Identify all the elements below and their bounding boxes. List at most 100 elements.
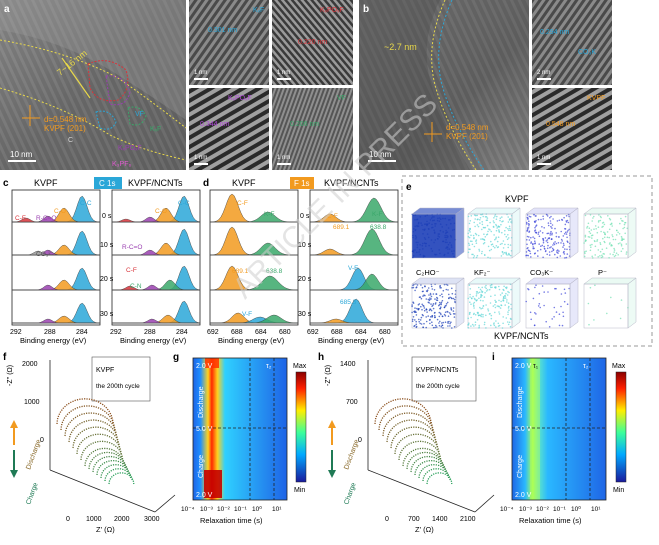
panel-g-tau: τ₂ — [266, 363, 272, 370]
panel-a-inset-4-spacing: 0.206 nm — [290, 121, 319, 128]
panel-h-charge: Charge — [343, 482, 357, 506]
panel-a-scale: 10 nm — [10, 150, 33, 159]
panel-d-xtick: 684 — [255, 329, 267, 336]
panel-c-time: 10 s — [100, 242, 114, 249]
xps-peak — [12, 268, 100, 290]
panel-c-peak-label: C-C — [80, 200, 92, 207]
panel-a-letter: a — [4, 4, 10, 15]
panel-g-xtick: 10⁻⁴ — [181, 506, 195, 513]
panel-f-ytick: 2000 — [22, 361, 38, 368]
panel-a-inset-2-scale: 1 nm — [277, 70, 290, 76]
panel-c-badge-text: C 1s — [99, 179, 115, 188]
panel-a-inset-3-spacing: 0.344 nm — [200, 121, 229, 128]
xps-peak — [112, 301, 200, 323]
panel-g-discharge: Discharge — [198, 386, 205, 418]
panel-b-inset-2-scale: 1 nm — [537, 155, 550, 161]
panel-b-letter: b — [363, 4, 369, 15]
panel-g-vbot: 2.0 V — [196, 492, 213, 499]
panel-d-xtick: 688 — [331, 329, 343, 336]
panel-c-xlabel: Binding energy (eV) — [120, 336, 187, 345]
nyquist-arc — [383, 413, 434, 436]
panel-f-xaxis: Z' (Ω) — [96, 525, 115, 534]
panel-b-plane: KVPF (201) — [446, 132, 488, 141]
panel-g-xlabel: Relaxation time (s) — [200, 516, 263, 525]
panel-g-cmax: Max — [293, 363, 307, 370]
panel-i-cmin: Min — [613, 487, 624, 494]
panel-i: i 2.0 V 5.0 V 2.0 V τ₁ τ₂ Discharge Char… — [492, 352, 626, 525]
panel-b-inset-2-scalebar — [537, 163, 551, 165]
panel-e-letter: e — [406, 182, 412, 193]
panel-d-xtick: 692 — [207, 329, 219, 336]
panel-e-species: P⁻ — [598, 268, 607, 277]
figure: 7~16 nm d=0.548 nm KVPF (201) VF KₓF KₓP… — [0, 0, 659, 545]
panel-h-title: KVPF/NCNTs — [416, 367, 459, 374]
panel-h-xaxis-line — [368, 470, 475, 512]
xps-peak — [12, 303, 100, 323]
xps-peak — [112, 229, 200, 255]
nyquist-arc — [69, 420, 118, 442]
panel-d-peak-label: K-F — [264, 211, 275, 218]
panel-d-xtick: 684 — [355, 329, 367, 336]
panel-i-vbot: 2.0 V — [515, 492, 532, 499]
panel-d-badge-text: F 1s — [294, 179, 310, 188]
panel-g-vtop: 2.0 V — [196, 363, 213, 370]
panel-e-top-title: KVPF — [505, 194, 529, 204]
panel-g-xtick: 10⁻¹ — [234, 506, 248, 513]
panel-c-peak-label: C-O — [155, 208, 167, 215]
nyquist-arc — [65, 413, 116, 436]
panel-f-legend-box — [92, 357, 150, 401]
panel-h-legend-box — [412, 357, 476, 401]
tof-sims-cube — [467, 208, 520, 259]
panel-d: d KVPF F 1s KVPF/NCNTs 0 s 10 s 20 s 30 … — [203, 177, 398, 345]
panel-a-inset-1-scale: 1 nm — [194, 70, 207, 76]
tof-sims-cube — [411, 278, 464, 329]
panel-f-yaxis: -Z'' (Ω) — [7, 365, 14, 386]
panel-c-left-title: KVPF — [34, 178, 58, 188]
panel-i-cmax: Max — [612, 363, 626, 370]
panel-d-xtick: 680 — [379, 329, 391, 336]
panel-c: c KVPF C 1s KVPF/NCNTs 0 s 10 s 20 s 30 … — [3, 177, 200, 345]
panel-b-inset-1-tag: CO₃K — [578, 49, 596, 56]
tof-sims-cube — [583, 208, 636, 259]
panel-f-subtitle: the 200th cycle — [96, 383, 140, 390]
panel-a-lattice: d=0.548 nm — [44, 115, 87, 124]
panel-a-inset-2-scalebar — [277, 78, 291, 80]
panel-b-thickness: ~2.7 nm — [384, 42, 417, 52]
panel-f-discharge: Discharge — [25, 439, 42, 471]
panel-i-charge: Charge — [517, 455, 524, 478]
panel-f-discharge-arrow — [10, 420, 18, 445]
panel-i-tau2: τ₂ — [583, 363, 589, 370]
panel-g-xtick: 10⁻² — [217, 506, 231, 513]
panel-a-region-label: KₓPOₓF — [118, 145, 142, 152]
panel-f-title: KVPF — [96, 367, 114, 374]
panel-f-xtick: 1000 — [86, 516, 102, 523]
panel-a: 7~16 nm d=0.548 nm KVPF (201) VF KₓF KₓP… — [0, 0, 353, 170]
panel-d-peak-label: 689.1 — [333, 224, 350, 231]
panel-i-tau1-band — [530, 358, 540, 500]
panel-d-peak-label: V-F — [348, 265, 358, 272]
panel-h-nyquist-curves — [375, 399, 452, 484]
panel-a-region-label: KₓF — [150, 126, 161, 133]
panel-c-xtick: 288 — [44, 329, 56, 336]
panel-i-letter: i — [492, 352, 495, 363]
panel-c-peak-label: C-F — [126, 267, 137, 274]
panel-h-xtick: 700 — [408, 516, 420, 523]
panel-f-xtick: 0 — [66, 516, 70, 523]
panel-d-peak-label: C-F — [237, 200, 248, 207]
panel-c-peak-label: C-F — [15, 215, 26, 222]
panel-c-xtick: 292 — [10, 329, 22, 336]
panel-f-letter: f — [3, 352, 7, 363]
panel-a-inset-4-scalebar — [277, 163, 291, 165]
panel-h-discharge-arrow — [328, 420, 336, 445]
panel-a-inset-4-tag: VF — [337, 95, 346, 102]
panel-f-nyquist-curves — [57, 399, 134, 484]
panel-h-letter: h — [318, 352, 324, 363]
panel-i-xtick: 10⁻⁴ — [500, 506, 514, 513]
xps-peak — [310, 229, 398, 255]
panel-c-time: 20 s — [100, 276, 114, 283]
panel-h-discharge: Discharge — [343, 439, 360, 471]
panel-i-colorbar — [616, 372, 626, 482]
panel-e: e KVPF KVPF/NCNTs C₂HO⁻ KF₂⁻ CO₃K⁻ P⁻ — [402, 176, 652, 346]
panel-d-xlabel: Binding energy (eV) — [218, 336, 285, 345]
panel-a-inset-4-scale: 1 nm — [277, 155, 290, 161]
